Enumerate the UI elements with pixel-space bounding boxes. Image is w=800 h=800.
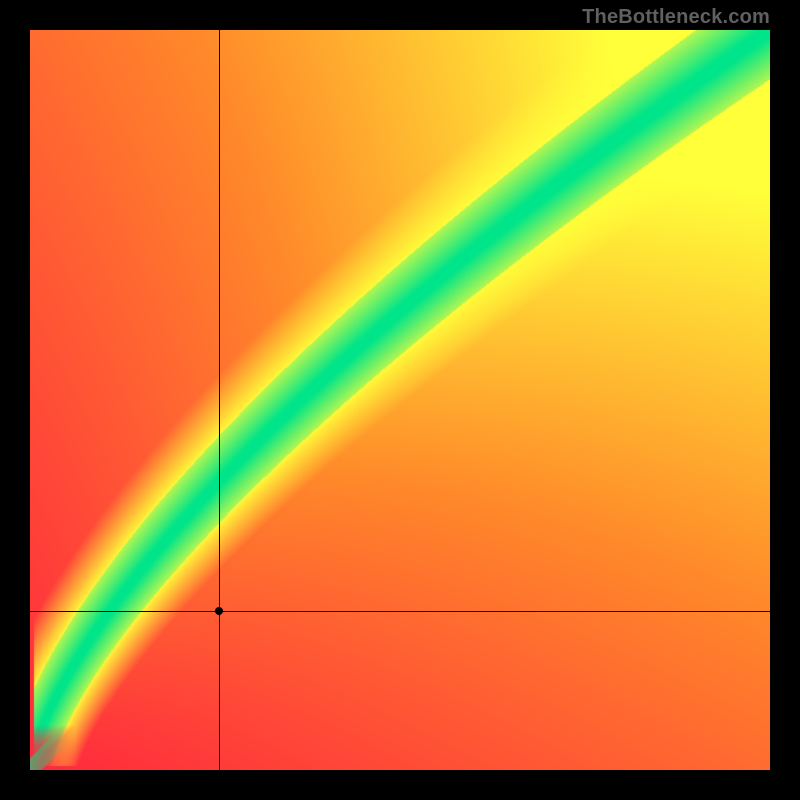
heatmap-canvas [30,30,770,770]
chart-frame: TheBottleneck.com [0,0,800,800]
marker-dot [215,607,223,615]
watermark-text: TheBottleneck.com [582,6,770,29]
crosshair-vertical [219,30,220,770]
heatmap-plot [30,30,770,770]
crosshair-horizontal [30,611,770,612]
